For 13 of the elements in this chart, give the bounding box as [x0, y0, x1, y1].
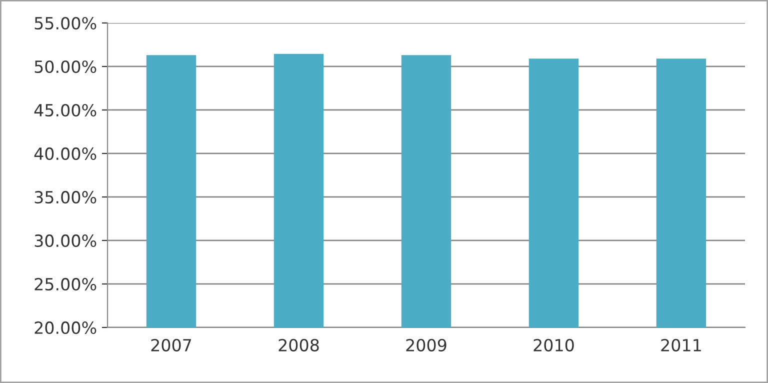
y-tick-label: 50.00%: [34, 60, 96, 74]
x-tick-label: 2010: [534, 338, 574, 352]
y-tick-label: 35.00%: [34, 190, 96, 204]
x-tick-label: 2009: [406, 338, 446, 352]
y-tick-label: 20.00%: [34, 321, 96, 334]
y-tick-label: 55.00%: [34, 16, 96, 30]
y-tick-label: 45.00%: [34, 104, 96, 117]
y-tick-label: 30.00%: [34, 234, 96, 248]
x-tick-label: 2011: [661, 338, 701, 352]
y-tick-label: 25.00%: [34, 278, 96, 291]
x-tick-label: 2008: [278, 338, 319, 352]
x-tick-label: 2007: [151, 338, 192, 352]
y-tick-label: 40.00%: [34, 147, 96, 160]
